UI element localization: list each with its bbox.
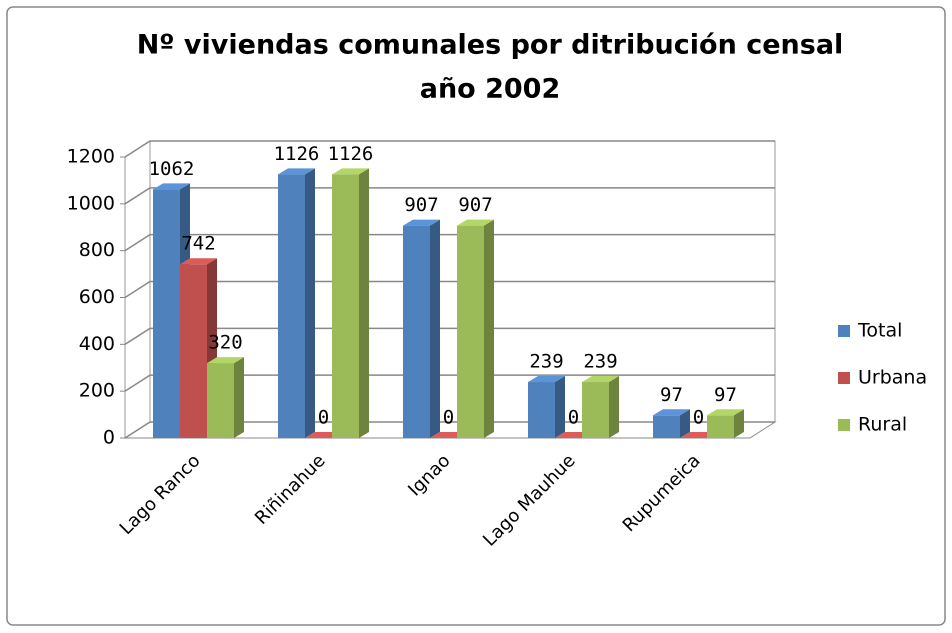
bar-front [582, 382, 609, 438]
bar-side [359, 168, 369, 438]
grid-line [124, 187, 775, 205]
chart-title: año 2002 [420, 74, 561, 105]
legend-label: Rural [858, 414, 907, 436]
bar-front [153, 189, 180, 438]
bar-front [403, 225, 430, 438]
data-label: 239 [529, 351, 563, 373]
bar-front [207, 363, 234, 438]
bar [457, 219, 494, 438]
data-label: 907 [404, 194, 438, 216]
bar-side [484, 219, 494, 438]
bar-top [153, 183, 190, 190]
data-label: 1062 [149, 158, 195, 180]
legend-swatch [838, 419, 850, 431]
data-label: 1126 [328, 143, 374, 165]
legend-swatch [838, 325, 850, 337]
bar-top [332, 168, 369, 175]
bar-side [234, 357, 244, 438]
y-tick-label: 1200 [67, 146, 115, 168]
grid-line [124, 374, 775, 392]
data-label: 97 [714, 384, 737, 406]
bar [403, 219, 440, 438]
y-tick-label: 200 [79, 380, 115, 402]
y-tick-label: 800 [79, 239, 115, 261]
bar-front [332, 174, 359, 438]
grid-line [124, 280, 775, 299]
bar-top [207, 357, 244, 364]
bar-side [555, 376, 565, 438]
data-label: 0 [568, 407, 579, 429]
bar-top [707, 409, 744, 416]
bar-top [278, 168, 315, 175]
grid-line [124, 233, 775, 252]
bar [332, 168, 369, 438]
data-label: 320 [208, 332, 242, 354]
data-label: 1126 [274, 143, 320, 165]
data-label: 742 [181, 233, 215, 255]
bar-side [609, 376, 619, 438]
data-label: 97 [660, 384, 683, 406]
bar-front [653, 415, 680, 438]
legend-label: Total [857, 320, 902, 342]
bar-top [457, 219, 494, 226]
bar [278, 168, 315, 438]
grid-line [124, 327, 775, 345]
y-tick-label: 0 [103, 427, 115, 449]
data-label: 907 [458, 194, 492, 216]
data-label: 0 [318, 407, 329, 429]
bar-top [528, 376, 565, 383]
bar-side [680, 409, 690, 438]
grid-line [124, 140, 775, 158]
bar-front [457, 225, 484, 438]
bar-side [305, 168, 315, 438]
bar [528, 376, 565, 438]
bar [707, 409, 744, 438]
bar-front [528, 382, 555, 438]
data-label: 239 [583, 351, 617, 373]
grid-line [124, 421, 775, 439]
bar-side [734, 409, 744, 438]
bar-front [707, 415, 734, 438]
bar-front [180, 264, 207, 438]
bar [653, 409, 690, 438]
bar-side [430, 219, 440, 438]
legend-label: Urbana [858, 367, 927, 389]
y-tick-label: 1000 [67, 192, 115, 214]
y-tick-label: 400 [79, 333, 115, 355]
bar [207, 357, 244, 438]
data-label: 0 [693, 407, 704, 429]
legend-swatch [838, 372, 850, 384]
bar-top [403, 219, 440, 226]
bar [582, 376, 619, 438]
chart-title: Nº viviendas comunales por ditribución c… [137, 30, 844, 61]
bar-top [180, 258, 217, 265]
bar-top [582, 376, 619, 383]
data-label: 0 [443, 407, 454, 429]
bar-front [278, 174, 305, 438]
bar-top [653, 409, 690, 416]
y-tick-label: 600 [79, 286, 115, 308]
